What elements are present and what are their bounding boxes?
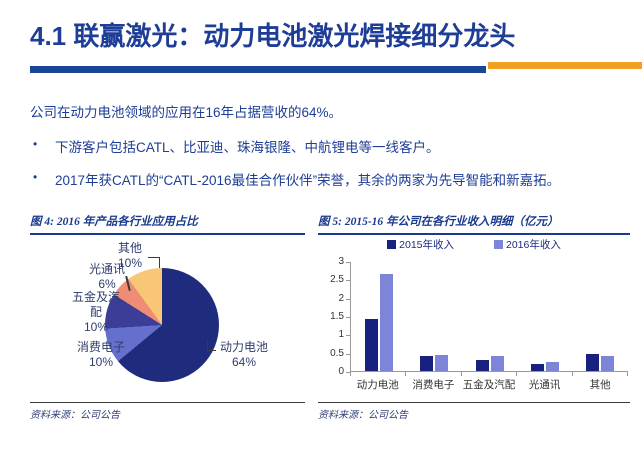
bar-2015年收入 bbox=[420, 356, 434, 371]
bar-group bbox=[462, 262, 517, 371]
y-axis-tick bbox=[346, 262, 350, 263]
pie-label-optical: 光通讯 6% bbox=[79, 262, 135, 292]
figure4-panel: 图 4: 2016 年产品各行业应用占比 其他 10% 光通讯 6% 五金及汽配… bbox=[30, 215, 305, 421]
figure4-source: 资料来源：公司公告 bbox=[30, 410, 120, 421]
pie-label-text: 五金及汽配 bbox=[71, 290, 120, 319]
bar-2016年收入 bbox=[379, 274, 393, 371]
figure5-caption: 图 5: 2015-16 年公司在各行业收入明细（亿元） bbox=[318, 215, 630, 235]
figure5-source: 资料来源：公司公告 bbox=[318, 410, 408, 421]
x-axis-label: 其他 bbox=[589, 379, 611, 391]
y-axis-tick bbox=[346, 372, 350, 373]
figure5-panel: 图 5: 2015-16 年公司在各行业收入明细（亿元） 2015年收入 2016… bbox=[318, 215, 630, 421]
source-divider bbox=[318, 402, 630, 403]
y-axis-tick bbox=[346, 280, 350, 282]
bar-group bbox=[351, 262, 406, 371]
pie-chart bbox=[105, 268, 219, 382]
x-axis-tick bbox=[571, 372, 573, 376]
pie-label-value: 10% bbox=[88, 355, 114, 369]
figure4-caption: 图 4: 2016 年产品各行业应用占比 bbox=[30, 215, 305, 235]
pie-label-other: 其他 10% bbox=[102, 241, 158, 271]
intro-text: 公司在动力电池领域的应用在16年占据营收的64%。 bbox=[30, 105, 343, 120]
x-axis-tick bbox=[516, 372, 518, 376]
y-axis-tick-label: 2 bbox=[338, 292, 344, 304]
legend-swatch-icon bbox=[494, 240, 503, 249]
y-axis-tick-label: 0 bbox=[338, 366, 344, 377]
bar-group bbox=[517, 262, 572, 371]
bar-2016年收入 bbox=[601, 355, 615, 371]
bar-2015年收入 bbox=[475, 359, 489, 371]
bar-group bbox=[406, 262, 461, 371]
legend-label: 2016年收入 bbox=[506, 239, 561, 251]
source-divider bbox=[30, 402, 305, 403]
pie-label-power: 动力电池 64% bbox=[216, 340, 272, 370]
y-axis-tick bbox=[346, 298, 350, 300]
bar-group bbox=[573, 262, 628, 371]
y-axis-tick bbox=[346, 353, 350, 355]
title-rule-orange bbox=[488, 62, 642, 69]
legend-swatch-icon bbox=[387, 240, 397, 249]
bar-2015年收入 bbox=[364, 319, 378, 371]
y-axis-tick-label: 0.5 bbox=[330, 347, 344, 359]
pie-label-text: 其他 bbox=[117, 241, 142, 255]
y-axis-tick bbox=[346, 335, 350, 337]
bar-2016年收入 bbox=[545, 361, 559, 371]
page-title: 4.1 联赢激光：动力电池激光焊接细分龙头 bbox=[30, 21, 516, 51]
bar-2015年收入 bbox=[586, 354, 600, 371]
pie-label-value: 64% bbox=[231, 355, 257, 369]
y-axis-tick-label: 2.5 bbox=[330, 274, 344, 286]
x-axis-label: 光通讯 bbox=[528, 379, 561, 391]
bullet-item: • 下游客户包括CATL、比亚迪、珠海银隆、中航锂电等一线客户。 bbox=[33, 136, 623, 156]
x-axis-tick bbox=[405, 372, 407, 376]
bar-plot bbox=[350, 262, 628, 376]
x-axis-tick bbox=[350, 372, 351, 376]
bullet-dot: • bbox=[33, 170, 38, 184]
pie-label-value: 10% bbox=[83, 320, 109, 334]
pie-label-value: 6% bbox=[98, 277, 116, 291]
leader-line-power bbox=[207, 339, 216, 351]
x-axis-label: 五金及汽配 bbox=[462, 379, 516, 391]
pie-label-consumer: 消费电子 10% bbox=[73, 340, 129, 370]
legend-item: 2015年收入 bbox=[387, 237, 454, 252]
bullet-text: 下游客户包括CATL、比亚迪、珠海银隆、中航锂电等一线客户。 bbox=[55, 140, 440, 155]
pie-label-text: 光通讯 bbox=[88, 262, 125, 276]
y-axis-tick-label: 3 bbox=[338, 256, 344, 267]
pie-label-text: 消费电子 bbox=[76, 340, 125, 354]
title-rule-blue bbox=[30, 66, 486, 73]
bar-2016年收入 bbox=[490, 355, 504, 371]
bullet-item: • 2017年获CATL的“CATL-2016最佳合作伙伴”荣誉，其余的两家为先… bbox=[33, 169, 623, 189]
x-axis-labels: 动力电池 消费电子 五金及汽配 光通讯 其他 bbox=[350, 377, 628, 392]
x-axis-label: 动力电池 bbox=[356, 379, 399, 391]
pie-chart-area: 其他 10% 光通讯 6% 五金及汽配 10% 消费电子 10% 动力电池 64… bbox=[30, 235, 305, 399]
bar-area: 2015年收入 2016年收入 动力电池 消费电子 五金及汽配 光通讯 其他 0 0.5 1 1… bbox=[318, 235, 630, 399]
y-axis-tick-label: 1.5 bbox=[330, 311, 344, 322]
bar-2015年收入 bbox=[530, 363, 544, 371]
pie-label-hardware: 五金及汽配 10% bbox=[68, 290, 124, 335]
pie-label-text: 动力电池 bbox=[219, 340, 268, 354]
x-axis-tick bbox=[460, 372, 462, 376]
bar-2016年收入 bbox=[435, 355, 449, 371]
bar-legend: 2015年收入 2016年收入 bbox=[318, 237, 630, 252]
bullet-text: 2017年获CATL的“CATL-2016最佳合作伙伴”荣誉，其余的两家为先导智… bbox=[55, 173, 561, 188]
y-axis-tick bbox=[346, 317, 350, 318]
pie-label-value: 10% bbox=[117, 256, 143, 270]
legend-label: 2015年收入 bbox=[399, 239, 454, 251]
bullet-dot: • bbox=[33, 137, 38, 151]
x-axis-label: 消费电子 bbox=[412, 379, 455, 391]
y-axis-tick-label: 1 bbox=[338, 329, 344, 341]
legend-item: 2016年收入 bbox=[494, 237, 561, 252]
leader-line-other bbox=[148, 257, 160, 268]
x-axis-tick bbox=[627, 372, 628, 376]
